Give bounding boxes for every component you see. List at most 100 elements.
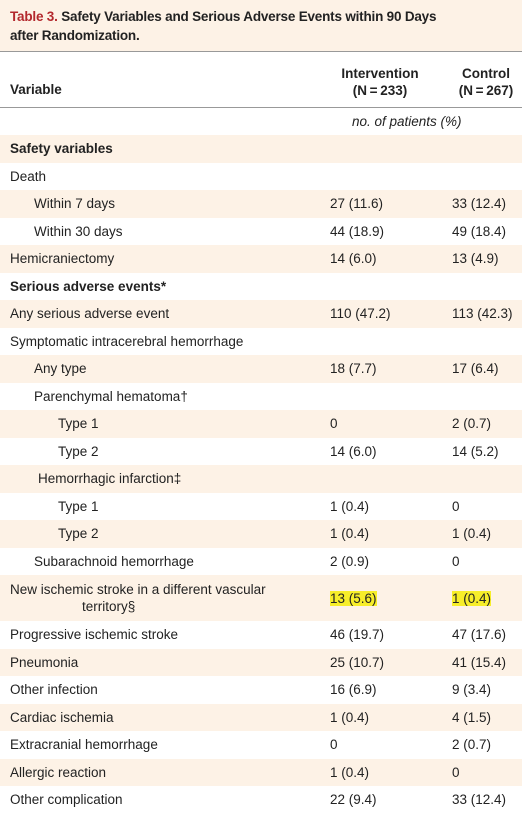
value-cell: 44 (18.9) xyxy=(330,224,452,239)
cell-value: 46 (19.7) xyxy=(330,627,385,643)
row-label: Type 2 xyxy=(58,526,99,542)
value-cell: 4 (1.5) xyxy=(452,710,522,725)
row-label: Type 1 xyxy=(58,498,99,514)
table-row: Hemorrhagic infarction‡ xyxy=(0,465,522,493)
cell-value: 33 (12.4) xyxy=(452,792,507,808)
row-label: Hemorrhagic infarction‡ xyxy=(38,471,182,487)
cell-value: 0 xyxy=(452,764,460,780)
value-cell: 27 (11.6) xyxy=(330,196,452,211)
cell-value: 18 (7.7) xyxy=(330,361,377,377)
value-cell: 9 (3.4) xyxy=(452,682,522,697)
row-label: Symptomatic intracerebral hemorrhage xyxy=(10,333,244,349)
column-header: Variable xyxy=(10,82,62,97)
cell-value: 2 (0.9) xyxy=(330,553,370,569)
cell-value: 16 (6.9) xyxy=(330,682,377,698)
cell-value: 113 (42.3) xyxy=(452,306,513,322)
value-cell: 14 (6.0) xyxy=(330,444,452,459)
value-cell: 14 (6.0) xyxy=(330,251,452,266)
value-cell: 47 (17.6) xyxy=(452,627,522,642)
table-label: Table 3. xyxy=(10,9,58,24)
row-label: Type 1 xyxy=(58,416,99,432)
value-cell: 22 (9.4) xyxy=(330,792,452,807)
cell-value: 14 (6.0) xyxy=(330,251,377,267)
table-row: Death xyxy=(0,163,522,191)
table-row: Symptomatic intracerebral hemorrhage xyxy=(0,328,522,356)
table-title: Table 3. Safety Variables and Serious Ad… xyxy=(0,0,522,52)
cell-value: 110 (47.2) xyxy=(330,306,391,322)
table-row: Parenchymal hematoma† xyxy=(0,383,522,411)
row-label: Pneumonia xyxy=(10,654,79,670)
value-cell: 13 (4.9) xyxy=(452,251,522,266)
table-row: New ischemic stroke in a different vascu… xyxy=(0,575,522,621)
table-row: Any serious adverse event 110 (47.2) 113 (… xyxy=(0,300,522,328)
row-label: Any serious adverse event xyxy=(10,306,170,322)
table-row: Hemicraniectomy 14 (6.0) 13 (4.9) xyxy=(0,245,522,273)
cell-value: 1 (0.4) xyxy=(330,764,370,780)
cell-value: 14 (6.0) xyxy=(330,443,377,459)
header-line: (N = 267) xyxy=(458,83,514,98)
value-cell: 16 (6.9) xyxy=(330,682,452,697)
row-label: Subarachnoid hemorrhage xyxy=(34,553,194,569)
value-cell: 33 (12.4) xyxy=(452,792,522,807)
cell-value: 0 xyxy=(330,416,338,432)
table-row: Within 30 days 44 (18.9) 49 (18.4) xyxy=(0,218,522,246)
table-row: Type 2 14 (6.0) 14 (5.2) xyxy=(0,438,522,466)
table-row: Type 2 1 (0.4) 1 (0.4) xyxy=(0,520,522,548)
value-cell: 0 xyxy=(452,554,522,569)
title-text: Safety Variables and Serious Adverse Eve… xyxy=(61,9,437,24)
value-cell: 1 (0.4) xyxy=(452,590,522,606)
table-row: Type 1 0 2 (0.7) xyxy=(0,410,522,438)
cell-value: 1 (0.4) xyxy=(330,498,370,514)
value-cell: 1 (0.4) xyxy=(330,499,452,514)
cell-value: 13 (4.9) xyxy=(452,251,499,267)
row-label: Any type xyxy=(34,361,87,377)
value-cell: 13 (5.6) xyxy=(330,590,452,606)
column-header: Intervention (N = 233) xyxy=(310,65,450,99)
row-label: Within 7 days xyxy=(34,196,116,212)
table-row: Progressive ischemic stroke 46 (19.7) 47 (… xyxy=(0,621,522,649)
value-cell: 49 (18.4) xyxy=(452,224,522,239)
value-cell: 1 (0.4) xyxy=(452,526,522,541)
cell-value: 0 xyxy=(330,737,338,753)
value-cell: 2 (0.7) xyxy=(452,737,522,752)
value-cell: 2 (0.9) xyxy=(330,554,452,569)
row-label: Serious adverse events* xyxy=(10,278,167,294)
row-label: Parenchymal hematoma† xyxy=(34,388,188,404)
cell-value: 14 (5.2) xyxy=(452,443,499,459)
table-row: Pneumonia 25 (10.7) 41 (15.4) xyxy=(0,648,522,676)
row-label: New ischemic stroke in a different vascu… xyxy=(10,582,266,614)
header-row: Variable Intervention (N = 233) Control (N… xyxy=(0,52,522,108)
cell-value: 1 (0.4) xyxy=(452,590,492,606)
value-cell: 110 (47.2) xyxy=(330,306,452,321)
value-cell: 46 (19.7) xyxy=(330,627,452,642)
cell-value: 0 xyxy=(452,553,460,569)
title-line: after Randomization. xyxy=(10,28,140,43)
value-cell: 17 (6.4) xyxy=(452,361,522,376)
row-label: Allergic reaction xyxy=(10,764,107,780)
cell-value: 0 xyxy=(452,498,460,514)
cell-value: 41 (15.4) xyxy=(452,654,507,670)
row-label: Death xyxy=(10,168,47,184)
row-label: Cardiac ischemia xyxy=(10,709,114,725)
cell-value: 4 (1.5) xyxy=(452,709,492,725)
row-label: Extracranial hemorrhage xyxy=(10,737,158,753)
row-label: Type 2 xyxy=(58,443,99,459)
value-cell: 0 xyxy=(330,416,452,431)
unit-row: no. of patients (%) xyxy=(352,114,462,129)
table-row: Serious adverse events* xyxy=(0,273,522,301)
value-cell: 14 (5.2) xyxy=(452,444,522,459)
column-header: Control (N = 267) xyxy=(450,65,522,99)
table-row: Type 1 1 (0.4) 0 xyxy=(0,493,522,521)
value-cell: 1 (0.4) xyxy=(330,710,452,725)
cell-value: 9 (3.4) xyxy=(452,682,492,698)
cell-value: 1 (0.4) xyxy=(452,526,492,542)
table-row: Cardiac ischemia 1 (0.4) 4 (1.5) xyxy=(0,703,522,731)
cell-value: 33 (12.4) xyxy=(452,196,507,212)
row-label: Progressive ischemic stroke xyxy=(10,627,179,643)
cell-value: 2 (0.7) xyxy=(452,416,492,432)
value-cell: 25 (10.7) xyxy=(330,655,452,670)
cell-value: 47 (17.6) xyxy=(452,627,507,643)
row-label: Other infection xyxy=(10,682,98,698)
row-label: Safety variables xyxy=(10,141,113,157)
